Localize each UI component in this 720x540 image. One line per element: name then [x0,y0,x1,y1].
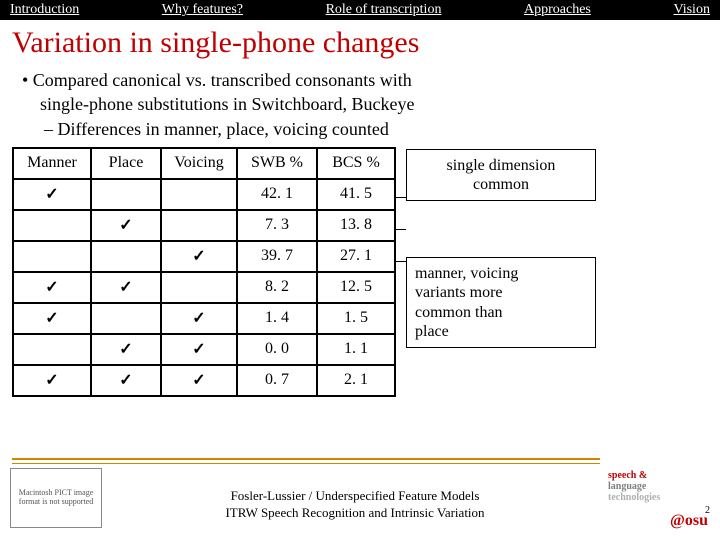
cell: 12. 5 [317,272,395,303]
annot-text: single dimension [415,156,587,175]
cell: ✓ [91,210,161,241]
cell [91,241,161,272]
cell: 7. 3 [237,210,317,241]
footer: Macintosh PICT image format is not suppo… [0,468,720,528]
cell: 0. 0 [237,334,317,365]
annot-text: manner, voicing [415,264,587,283]
nav-role[interactable]: Role of transcription [326,2,442,18]
side-annotations: single dimension common manner, voicing … [406,147,596,348]
cell: 2. 1 [317,365,395,396]
table-row: ✓ ✓ 8. 2 12. 5 [13,272,395,303]
cell: ✓ [161,365,237,396]
cell [91,179,161,210]
cell: ✓ [13,365,91,396]
th-bcs: BCS % [317,148,395,179]
table-row: ✓ 42. 1 41. 5 [13,179,395,210]
bullet-1-line2: single-phone substitutions in Switchboar… [40,92,702,116]
cell: 41. 5 [317,179,395,210]
cell: ✓ [91,365,161,396]
logo-line: technologies [608,492,708,503]
cell: 1. 4 [237,303,317,334]
annotation-box-2: manner, voicing variants more common tha… [406,257,596,348]
connector-line [396,197,406,198]
cell: 39. 7 [237,241,317,272]
table-row: ✓ ✓ ✓ 0. 7 2. 1 [13,365,395,396]
annot-text: common than [415,303,587,322]
cell [161,179,237,210]
th-manner: Manner [13,148,91,179]
cell [13,210,91,241]
pict-placeholder: Macintosh PICT image format is not suppo… [10,468,102,528]
logo-at: @osu [670,512,708,530]
nav-intro[interactable]: Introduction [10,2,79,18]
cell: ✓ [91,334,161,365]
cell: ✓ [13,179,91,210]
connector-line [396,229,406,230]
connector-line [396,261,406,262]
cell [161,210,237,241]
cell: 27. 1 [317,241,395,272]
bullet-1-line1: • Compared canonical vs. transcribed con… [22,68,702,92]
annot-text: common [415,175,587,194]
divider [12,458,600,460]
cell: ✓ [161,241,237,272]
annot-text: place [415,322,587,341]
data-table: Manner Place Voicing SWB % BCS % ✓ 42. 1… [12,147,396,397]
nav-approaches[interactable]: Approaches [524,2,591,18]
cell [13,241,91,272]
table-row: ✓ 39. 7 27. 1 [13,241,395,272]
table-header-row: Manner Place Voicing SWB % BCS % [13,148,395,179]
slide-title: Variation in single-phone changes [12,26,708,60]
footer-line: ITRW Speech Recognition and Intrinsic Va… [102,505,608,522]
th-place: Place [91,148,161,179]
divider [12,463,600,464]
th-swb: SWB % [237,148,317,179]
logo-line: language [608,481,708,492]
table-row: ✓ ✓ 1. 4 1. 5 [13,303,395,334]
table-row: ✓ 7. 3 13. 8 [13,210,395,241]
th-voicing: Voicing [161,148,237,179]
footer-text: Fosler-Lussier / Underspecified Feature … [102,488,608,522]
cell: ✓ [161,334,237,365]
annotation-box-1: single dimension common [406,149,596,201]
nav-vision[interactable]: Vision [673,2,710,18]
cell: 1. 5 [317,303,395,334]
table-row: ✓ ✓ 0. 0 1. 1 [13,334,395,365]
cell: ✓ [13,303,91,334]
bullet-2: – Differences in manner, place, voicing … [44,117,702,141]
cell: 13. 8 [317,210,395,241]
cell [13,334,91,365]
cell: ✓ [13,272,91,303]
nav-why[interactable]: Why features? [162,2,243,18]
cell: 8. 2 [237,272,317,303]
logo: speech & language technologies 2 @osu [608,470,708,528]
nav-bar: Introduction Why features? Role of trans… [0,0,720,20]
cell: ✓ [91,272,161,303]
cell [91,303,161,334]
cell: ✓ [161,303,237,334]
logo-line: speech & [608,470,708,481]
cell [161,272,237,303]
footer-line: Fosler-Lussier / Underspecified Feature … [102,488,608,505]
annot-text: variants more [415,283,587,302]
cell: 0. 7 [237,365,317,396]
cell: 42. 1 [237,179,317,210]
cell: 1. 1 [317,334,395,365]
bullet-list: • Compared canonical vs. transcribed con… [22,68,702,141]
